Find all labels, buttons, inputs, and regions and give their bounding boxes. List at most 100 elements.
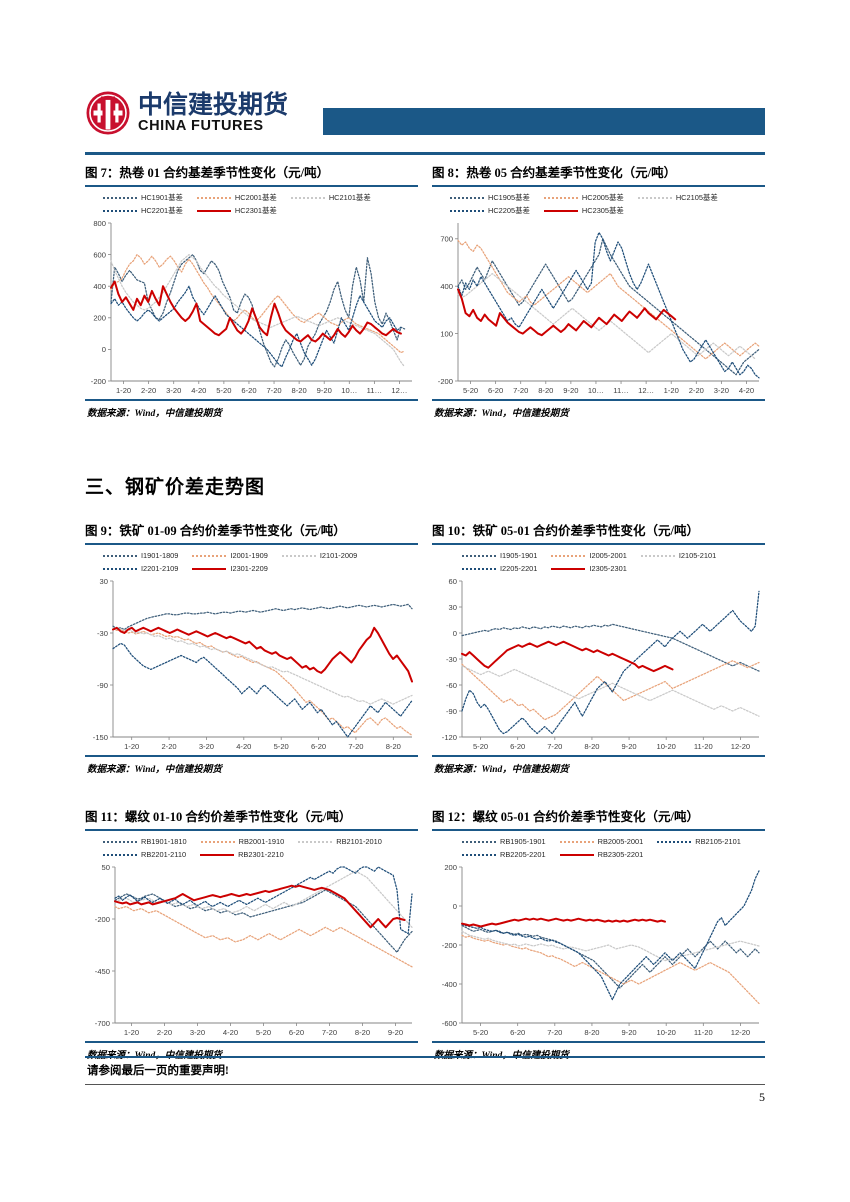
legend-item: HC2305基差 [543, 205, 624, 216]
legend-swatch [543, 209, 578, 212]
section-heading: 三、钢矿价差走势图 [85, 477, 266, 498]
svg-text:-200: -200 [91, 377, 106, 386]
svg-text:8-20: 8-20 [355, 1028, 370, 1037]
legend-label: HC2205基差 [488, 206, 530, 215]
legend-item: I2301-2209 [192, 564, 268, 573]
legend-label: I2101-2009 [319, 551, 358, 560]
svg-text:-90: -90 [97, 681, 108, 690]
legend-item: RB2301-2210 [200, 850, 284, 859]
svg-text:3-20: 3-20 [199, 742, 214, 751]
svg-text:9-20: 9-20 [621, 742, 636, 751]
legend-swatch [450, 196, 484, 199]
legend-swatch [196, 196, 231, 199]
legend-item: HC2101基差 [290, 192, 371, 203]
svg-text:11…: 11… [367, 386, 382, 395]
legend-item: HC1901基差 [103, 192, 183, 203]
footer-disclaimer: 请参阅最后一页的重要声明! [87, 1065, 229, 1077]
figure-8-title: 图 8：热卷 05 合约基差季节性变化（元/吨） [432, 166, 677, 180]
svg-text:0: 0 [102, 345, 106, 354]
legend-label: HC1901基差 [141, 193, 183, 202]
figure-7-chart: HC1901基差 HC2001基差 HC2101基差 [85, 185, 418, 401]
brand-logo: 中信建投期货 CHINA FUTURES [85, 90, 288, 136]
legend-label: HC2101基差 [328, 193, 371, 202]
legend-label: HC2301基差 [234, 206, 277, 215]
legend-label: RB2205-2201 [500, 850, 546, 859]
legend-swatch [200, 853, 235, 856]
legend-label: I1905-1901 [500, 551, 538, 560]
legend-swatch [551, 554, 586, 557]
svg-text:2-20: 2-20 [689, 386, 704, 395]
svg-text:10-20: 10-20 [656, 742, 675, 751]
svg-text:4-20: 4-20 [236, 742, 251, 751]
legend-label: RB1905-1901 [500, 837, 546, 846]
figure-7-legend: HC1901基差 HC2001基差 HC2101基差 [85, 187, 418, 219]
legend-label: I2201-2109 [141, 564, 179, 573]
legend-swatch [298, 840, 333, 843]
svg-text:7-20: 7-20 [266, 386, 281, 395]
svg-text:50: 50 [102, 863, 110, 872]
svg-text:-450: -450 [95, 967, 110, 976]
brand-name-cn: 中信建投期货 [138, 91, 289, 120]
svg-text:5-20: 5-20 [274, 742, 289, 751]
svg-text:10…: 10… [341, 386, 357, 395]
legend-label: HC2201基差 [141, 206, 183, 215]
legend-item: RB2101-2010 [298, 837, 382, 846]
legend-swatch [559, 853, 594, 856]
legend-label: RB2201-2110 [141, 850, 187, 859]
svg-text:12-20: 12-20 [731, 1028, 750, 1037]
header-divider [85, 152, 765, 155]
header-accent-bar [323, 108, 765, 135]
legend-label: I2305-2301 [589, 564, 627, 573]
svg-text:7-20: 7-20 [348, 742, 363, 751]
legend-item: RB2201-2110 [103, 850, 186, 859]
legend-item: I2005-2001 [551, 551, 627, 560]
legend-item: I1905-1901 [462, 551, 537, 560]
svg-text:1-20: 1-20 [124, 1028, 139, 1037]
legend-label: HC2001基差 [234, 193, 277, 202]
svg-text:5-20: 5-20 [256, 1028, 271, 1037]
legend-swatch [103, 196, 137, 199]
legend-item: RB2205-2201 [462, 850, 546, 859]
legend-item: HC2105基差 [637, 192, 718, 203]
figure-11-legend: RB1901-1810 RB2001-1910 RB2101-2010 [85, 831, 418, 863]
svg-text:6-20: 6-20 [510, 742, 525, 751]
legend-label: HC1905基差 [488, 193, 530, 202]
svg-text:9-20: 9-20 [621, 1028, 636, 1037]
legend-label: RB2105-2101 [695, 837, 741, 846]
svg-text:12-20: 12-20 [731, 742, 750, 751]
legend-item: RB2305-2201 [559, 850, 643, 859]
svg-text:9-20: 9-20 [563, 386, 578, 395]
svg-text:5-20: 5-20 [473, 1028, 488, 1037]
legend-item: I2201-2109 [103, 564, 178, 573]
legend-item: I2305-2301 [551, 564, 627, 573]
svg-text:60: 60 [449, 577, 457, 586]
legend-swatch [462, 853, 496, 856]
legend-item: RB2105-2101 [657, 837, 741, 846]
legend-item: HC2205基差 [450, 205, 530, 216]
figure-11-source: 数据来源：Wind，中信建投期货 [85, 1043, 418, 1061]
svg-text:1-20: 1-20 [116, 386, 131, 395]
footer-top-divider [85, 1056, 765, 1058]
svg-text:700: 700 [440, 235, 453, 244]
figure-12-legend: RB1905-1901 RB2005-2001 RB2105-2101 [432, 831, 765, 863]
legend-label: I2205-2201 [500, 564, 538, 573]
legend-item: I2105-2101 [640, 551, 716, 560]
svg-text:0: 0 [453, 902, 457, 911]
svg-text:-200: -200 [438, 377, 453, 386]
svg-text:600: 600 [93, 250, 106, 259]
legend-item: I2001-1909 [192, 551, 268, 560]
legend-swatch [551, 567, 586, 570]
svg-text:8-20: 8-20 [584, 742, 599, 751]
figure-10-source: 数据来源：Wind，中信建投期货 [434, 765, 569, 775]
legend-swatch [559, 840, 594, 843]
figure-8-block: 图 8：热卷 05 合约基差季节性变化（元/吨） HC1905基差 HC2005… [432, 162, 765, 419]
legend-label: I2001-1909 [230, 551, 268, 560]
legend-swatch [290, 196, 325, 199]
page-header: 中信建投期货 CHINA FUTURES [85, 90, 765, 152]
svg-text:-200: -200 [442, 941, 457, 950]
legend-label: RB2005-2001 [597, 837, 644, 846]
svg-text:11-20: 11-20 [694, 1028, 713, 1037]
legend-swatch [196, 209, 231, 212]
svg-text:6-20: 6-20 [241, 386, 256, 395]
legend-item: HC2301基差 [196, 205, 277, 216]
